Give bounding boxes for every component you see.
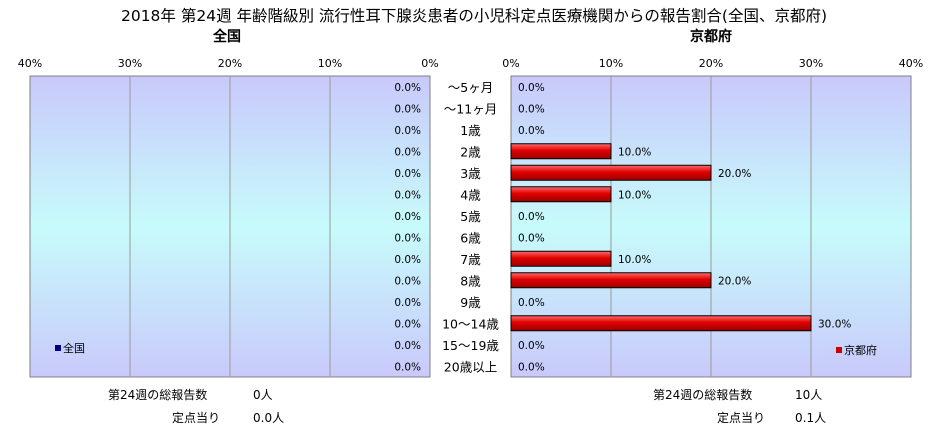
x-tick-label-right: 40% <box>899 57 923 70</box>
footer-left-per-label: 定点当り <box>172 410 220 425</box>
category-label: 2歳 <box>460 144 481 159</box>
data-label-left: 0.0% <box>394 189 421 201</box>
footer-right-total-label: 第24週の総報告数 <box>653 387 752 402</box>
category-label: 8歳 <box>460 273 481 288</box>
x-tick-label-left: 20% <box>218 57 242 70</box>
data-label-left: 0.0% <box>394 125 421 137</box>
x-tick-label-left: 40% <box>18 57 42 70</box>
panel-title-left: 全国 <box>212 28 241 45</box>
x-tick-label-right: 0% <box>502 57 519 70</box>
data-label-left: 0.0% <box>394 275 421 287</box>
data-label-right: 0.0% <box>518 361 545 373</box>
footer-right-per-value: 0.1人 <box>795 411 826 425</box>
category-label: 3歳 <box>460 166 481 181</box>
category-label: 7歳 <box>460 252 481 267</box>
panel-title-right: 京都府 <box>690 28 732 45</box>
footer-right-per-label: 定点当り <box>717 410 765 425</box>
footer-left-per-value: 0.0人 <box>253 411 284 425</box>
bar-right <box>510 315 812 332</box>
data-label-right: 20.0% <box>718 275 751 287</box>
legend-swatch-left <box>55 345 61 351</box>
data-label-right: 0.0% <box>518 211 545 223</box>
data-label-right: 20.0% <box>718 168 751 180</box>
data-label-right: 0.0% <box>518 125 545 137</box>
data-label-right: 10.0% <box>618 146 651 158</box>
x-tick-label-right: 30% <box>799 57 823 70</box>
legend-label-right: 京都府 <box>844 343 877 357</box>
bar-right <box>510 164 712 181</box>
data-label-right: 0.0% <box>518 82 545 94</box>
x-tick-label-left: 10% <box>318 57 342 70</box>
legend-swatch-right <box>836 347 842 353</box>
category-label: 5歳 <box>460 209 481 224</box>
bar-right <box>510 186 612 203</box>
data-label-left: 0.0% <box>394 318 421 330</box>
footer-right-total-value: 10人 <box>795 388 822 402</box>
category-label: 9歳 <box>460 295 481 310</box>
category-label: 1歳 <box>460 123 481 138</box>
bar-right <box>510 143 612 160</box>
data-label-right: 0.0% <box>518 103 545 115</box>
data-label-left: 0.0% <box>394 254 421 266</box>
data-label-left: 0.0% <box>394 146 421 158</box>
data-label-left: 0.0% <box>394 168 421 180</box>
footer-left-total-label: 第24週の総報告数 <box>108 387 207 402</box>
data-label-left: 0.0% <box>394 211 421 223</box>
x-tick-label-left: 0% <box>421 57 438 70</box>
data-label-right: 0.0% <box>518 297 545 309</box>
data-label-left: 0.0% <box>394 232 421 244</box>
data-label-right: 10.0% <box>618 189 651 201</box>
x-tick-label-right: 10% <box>599 57 623 70</box>
data-label-left: 0.0% <box>394 340 421 352</box>
category-label: 20歳以上 <box>444 359 497 374</box>
data-label-left: 0.0% <box>394 361 421 373</box>
category-label: 4歳 <box>460 187 481 202</box>
category-label: 6歳 <box>460 230 481 245</box>
data-label-left: 0.0% <box>394 103 421 115</box>
data-label-right: 0.0% <box>518 340 545 352</box>
category-label: ～5ヶ月 <box>448 80 493 95</box>
data-label-left: 0.0% <box>394 297 421 309</box>
category-label: ～11ヶ月 <box>444 101 497 116</box>
category-label: 15～19歳 <box>442 338 499 353</box>
legend-label-left: 全国 <box>63 341 85 355</box>
bar-right <box>510 272 712 289</box>
data-label-right: 0.0% <box>518 232 545 244</box>
x-tick-label-left: 30% <box>118 57 142 70</box>
chart-title: 2018年 第24週 年齢階級別 流行性耳下腺炎患者の小児科定点医療機関からの報… <box>121 7 827 25</box>
data-label-right: 30.0% <box>818 318 851 330</box>
data-label-right: 10.0% <box>618 254 651 266</box>
bar-right <box>510 250 612 267</box>
category-label: 10～14歳 <box>442 316 499 331</box>
x-tick-label-right: 20% <box>699 57 723 70</box>
footer-left-total-value: 0人 <box>253 388 273 402</box>
data-label-left: 0.0% <box>394 82 421 94</box>
